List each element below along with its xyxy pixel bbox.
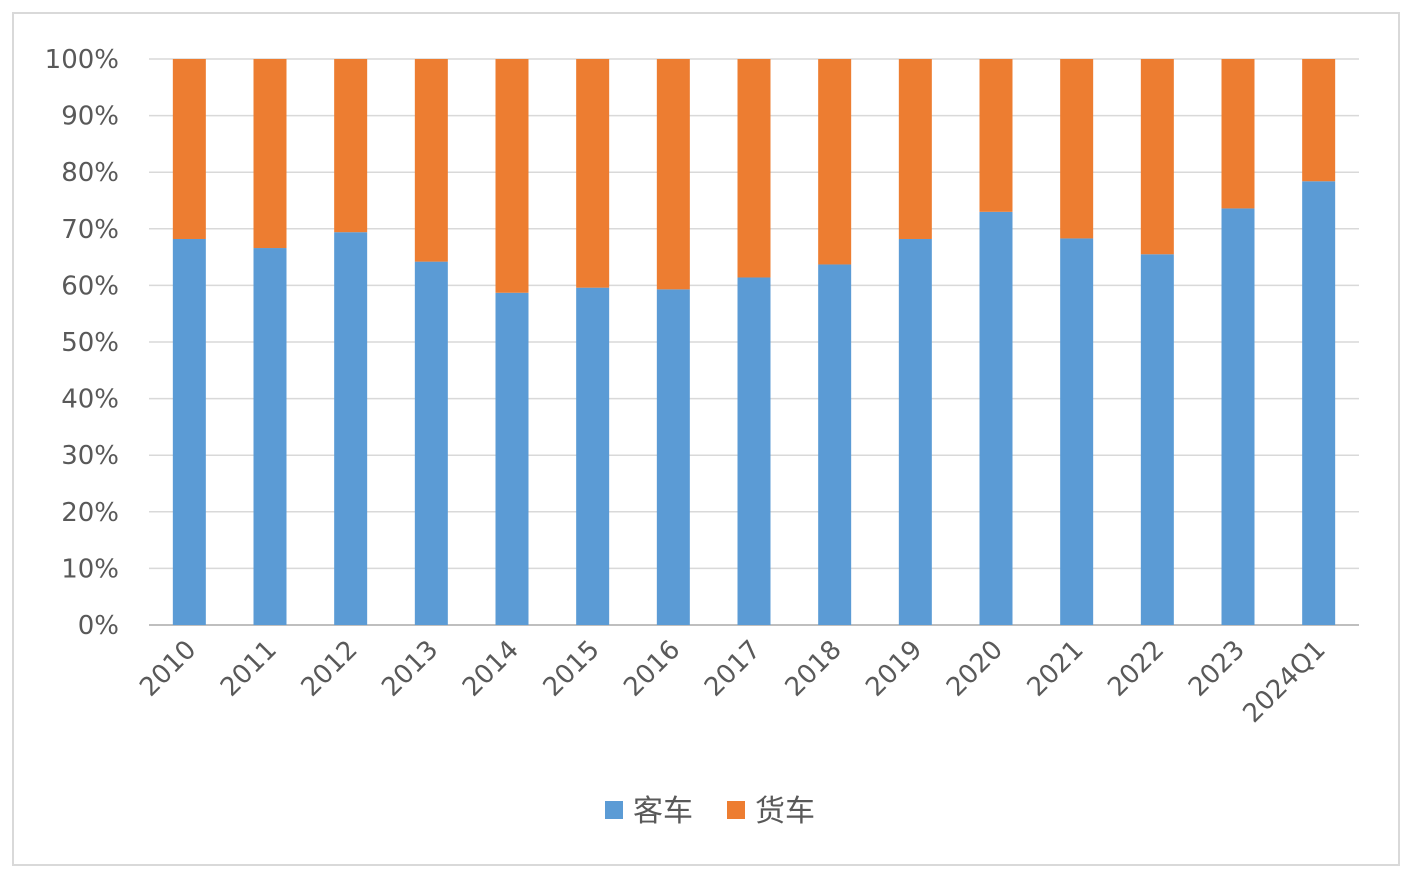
x-tick-label: 2020 [941,635,1009,703]
bar-segment-truck-2015 [576,59,610,288]
bar-segment-truck-2017 [737,59,771,278]
bar-segment-passenger-2020 [979,211,1013,625]
x-tick-label: 2015 [538,635,606,703]
y-axis: 0% 10% 20% 30% 40% 50% 60% 70% 80% 90% 100% [45,45,119,641]
y-tick-label: 90% [61,102,119,132]
y-tick-label: 30% [61,441,119,471]
bar-segment-truck-2013 [414,59,448,262]
bar-segment-truck-2016 [656,59,690,290]
bar-segment-truck-2010 [172,59,206,239]
bars [172,59,1336,626]
y-tick-label: 0% [78,611,119,641]
bar-segment-passenger-2016 [656,289,690,625]
legend-swatch-passenger [605,801,623,819]
stacked-bar-chart: 0%10%20%30%40%50%60%70%80%90%100% 2010 20… [45,45,1359,829]
x-tick-label: 2011 [215,635,283,703]
y-tick-label: 10% [61,554,119,584]
bar-segment-truck-2014 [495,59,529,293]
bar-segment-passenger-2010 [172,238,206,625]
x-tick-label: 2024Q1 [1237,635,1331,729]
bar-segment-truck-2022 [1140,59,1174,255]
legend-swatch-truck [727,801,745,819]
bar-segment-passenger-2019 [898,238,932,625]
bar-segment-passenger-2022 [1140,254,1174,625]
y-tick-label: 80% [61,158,119,188]
bar-segment-passenger-2013 [414,261,448,625]
y-tick-label: 40% [61,385,119,415]
bar-segment-truck-2024Q1 [1302,59,1336,182]
bar-segment-truck-2020 [979,59,1013,212]
bar-segment-passenger-2021 [1060,238,1094,625]
bar-segment-truck-2012 [334,59,368,233]
bar-segment-passenger-2011 [253,248,287,625]
x-tick-label: 2016 [618,635,686,703]
y-tick-label: 60% [61,271,119,301]
x-tick-label: 2018 [780,635,848,703]
bar-segment-passenger-2015 [576,287,610,625]
x-tick-label: 2012 [296,635,364,703]
bar-segment-passenger-2014 [495,292,529,625]
bar-segment-passenger-2012 [334,232,368,626]
x-tick-label: 2017 [699,635,767,703]
bar-segment-truck-2018 [818,59,852,265]
bar-segment-passenger-2017 [737,277,771,625]
x-tick-label: 2021 [1022,635,1090,703]
y-tick-label: 70% [61,215,119,245]
bar-segment-passenger-2023 [1221,208,1255,625]
y-tick-label: 20% [61,498,119,528]
x-tick-label: 2014 [457,635,525,703]
x-tick-label: 2023 [1183,635,1251,703]
bar-segment-passenger-2018 [818,264,852,625]
x-axis: 2010 2011 2012 2013 2014 2015 2016 2017 2018 2019… [134,635,1331,729]
bar-segment-passenger-2024Q1 [1302,181,1336,626]
y-tick-label: 100% [45,45,119,75]
bar-segment-truck-2019 [898,59,932,239]
x-tick-label: 2013 [376,635,444,703]
bar-segment-truck-2023 [1221,59,1255,209]
bar-segment-truck-2021 [1060,59,1094,239]
legend: 客车 货车 [605,794,815,829]
x-tick-label: 2010 [134,635,202,703]
bar-segment-truck-2011 [253,59,287,249]
chart-frame: 0% 10% 20% 30% 40% 50% 60% 70% 80% 90% 100% 2010 20… [12,12,1400,866]
legend-label-truck: 货车 [755,794,815,829]
x-tick-label: 2022 [1102,635,1170,703]
legend-label-passenger: 客车 [633,794,693,829]
x-tick-label: 2019 [860,635,928,703]
y-tick-label: 50% [61,328,119,358]
